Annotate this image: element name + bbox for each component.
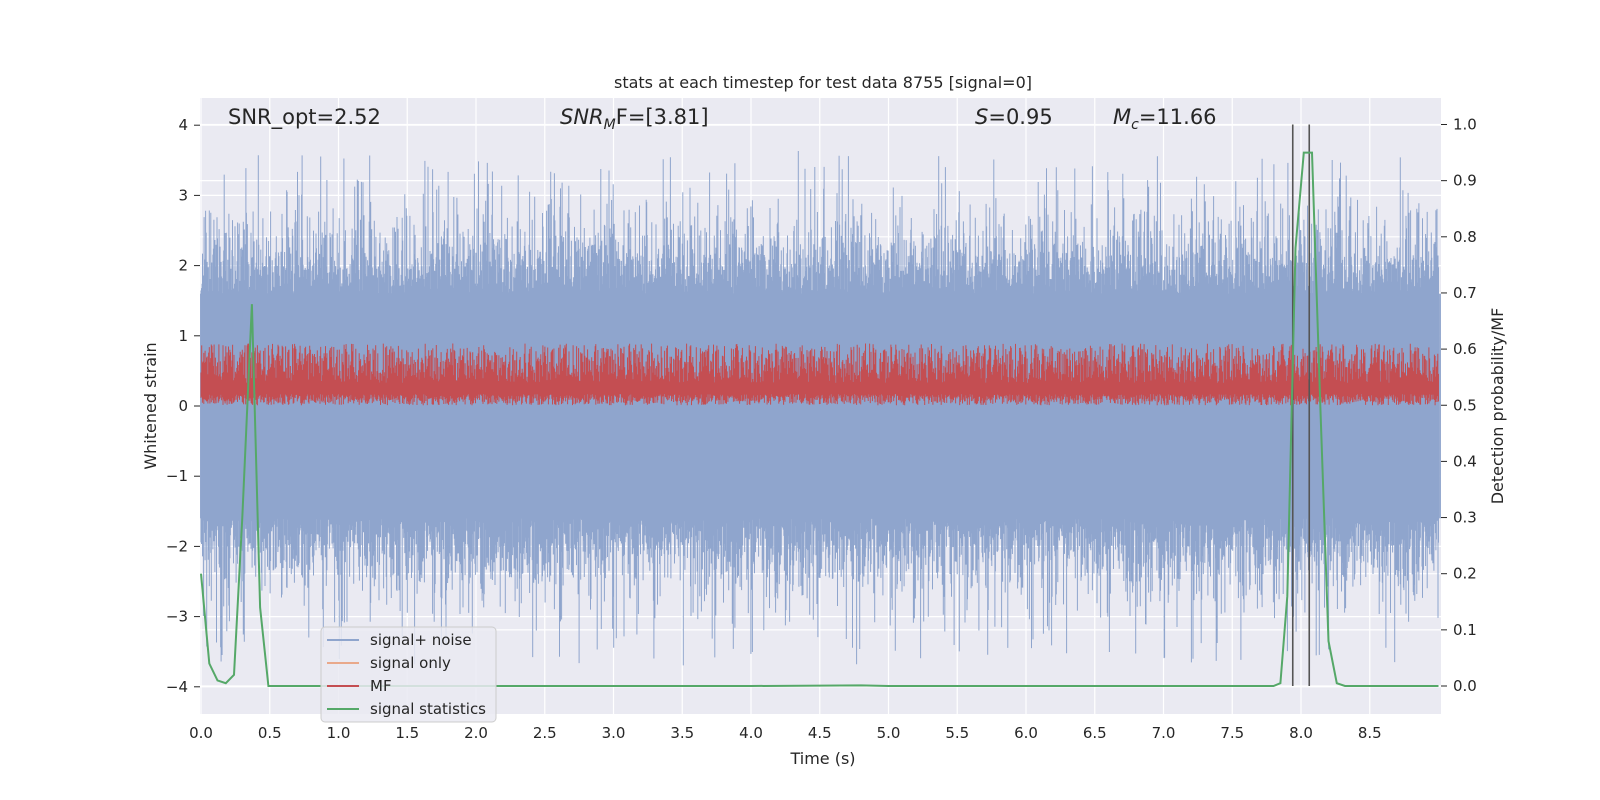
y-left-tick-label: −1	[166, 467, 188, 485]
annotation-s: S=0.95	[975, 105, 1053, 129]
x-tick-label: 7.5	[1220, 724, 1244, 742]
x-tick-label: 1.0	[327, 724, 351, 742]
annotation-mc-symbol: M	[1113, 105, 1131, 129]
y-right-tick-label: 0.0	[1453, 677, 1477, 695]
annotation-snr-opt: SNR_opt=2.52	[228, 105, 381, 130]
annotation-snr-mf-rest: F=[3.81]	[616, 105, 709, 129]
x-tick-label: 8.5	[1358, 724, 1382, 742]
y-right-tick-label: 0.4	[1453, 452, 1477, 470]
signal-statistics-line	[200, 151, 1439, 687]
y-left-tick-label: −4	[166, 678, 188, 696]
mf-line	[200, 343, 1439, 406]
y-left-tick-label: 3	[178, 186, 188, 204]
x-tick-label: 4.0	[739, 724, 763, 742]
legend-label-mf: MF	[370, 677, 392, 695]
y-left-axis-title: Whitened strain	[141, 342, 160, 469]
x-tick-label: 0.5	[258, 724, 282, 742]
x-tick-label: 1.5	[395, 724, 419, 742]
y-left-tick-labels: −4 −3 −2 −1 0 1 2 3 4	[166, 116, 200, 696]
annotation-s-symbol: S	[975, 105, 988, 129]
x-tick-label: 0.0	[189, 724, 213, 742]
legend-label-signal-only: signal only	[370, 654, 451, 672]
signal-statistics-series	[200, 151, 1439, 687]
annotation-snr-mf: SNRMF=[3.81]	[560, 105, 709, 133]
x-tick-label: 3.5	[670, 724, 694, 742]
y-right-tick-label: 0.5	[1453, 396, 1477, 414]
y-left-tick-label: 2	[178, 257, 188, 275]
y-left-tick-label: 4	[178, 116, 188, 134]
y-left-tick-label: 1	[178, 327, 188, 345]
x-tick-label: 3.0	[602, 724, 626, 742]
x-tick-label: 8.0	[1289, 724, 1313, 742]
y-left-tick-label: −2	[166, 537, 188, 555]
y-right-tick-label: 0.9	[1453, 172, 1477, 190]
x-tick-label: 5.5	[945, 724, 969, 742]
x-tick-label: 7.0	[1152, 724, 1176, 742]
annotation-s-value: =0.95	[988, 105, 1052, 129]
annotation-mc-sub: c	[1131, 117, 1139, 133]
y-left-tick-label: 0	[178, 397, 188, 415]
x-tick-label: 5.0	[877, 724, 901, 742]
y-right-axis-title: Detection probability/MF	[1488, 308, 1507, 505]
x-axis-title: Time (s)	[789, 749, 855, 768]
annotation-mc: Mc=11.66	[1113, 105, 1217, 133]
x-tick-label: 6.5	[1083, 724, 1107, 742]
chart-title: stats at each timestep for test data 875…	[614, 73, 1032, 92]
y-right-tick-label: 0.3	[1453, 509, 1477, 527]
annotation-snr-mf-main: SNR	[560, 105, 604, 129]
y-right-tick-label: 1.0	[1453, 116, 1477, 134]
mf-series	[200, 343, 1439, 406]
x-tick-labels: 0.0 0.5 1.0 1.5 2.0 2.5 3.0 3.5 4.0 4.5 5.0 5.5 6.0 6…	[189, 724, 1382, 742]
annotation-mc-value: =11.66	[1139, 105, 1217, 129]
y-right-tick-label: 0.2	[1453, 565, 1477, 583]
legend-box	[320, 626, 497, 723]
x-tick-label: 2.0	[464, 724, 488, 742]
y-right-tick-label: 0.8	[1453, 228, 1477, 246]
x-tick-label: 4.5	[808, 724, 832, 742]
y-right-tick-label: 0.7	[1453, 284, 1477, 302]
y-right-tick-labels: 0.0 0.1 0.2 0.3 0.4 0.5 0.6 0.7 0.8 0.9 1.0	[1441, 116, 1477, 695]
legend-label-signal-noise: signal+ noise	[370, 631, 472, 649]
y-left-tick-label: −3	[166, 608, 188, 626]
y-right-tick-label: 0.6	[1453, 340, 1477, 358]
x-tick-label: 2.5	[533, 724, 557, 742]
legend: signal+ noise signal only MF signal stat…	[320, 626, 497, 723]
y-right-tick-label: 0.1	[1453, 621, 1477, 639]
signal-noise-series	[200, 151, 1441, 666]
x-tick-label: 6.0	[1014, 724, 1038, 742]
legend-label-signal-statistics: signal statistics	[370, 700, 486, 718]
annotation-snr-mf-sub: M	[604, 117, 616, 133]
